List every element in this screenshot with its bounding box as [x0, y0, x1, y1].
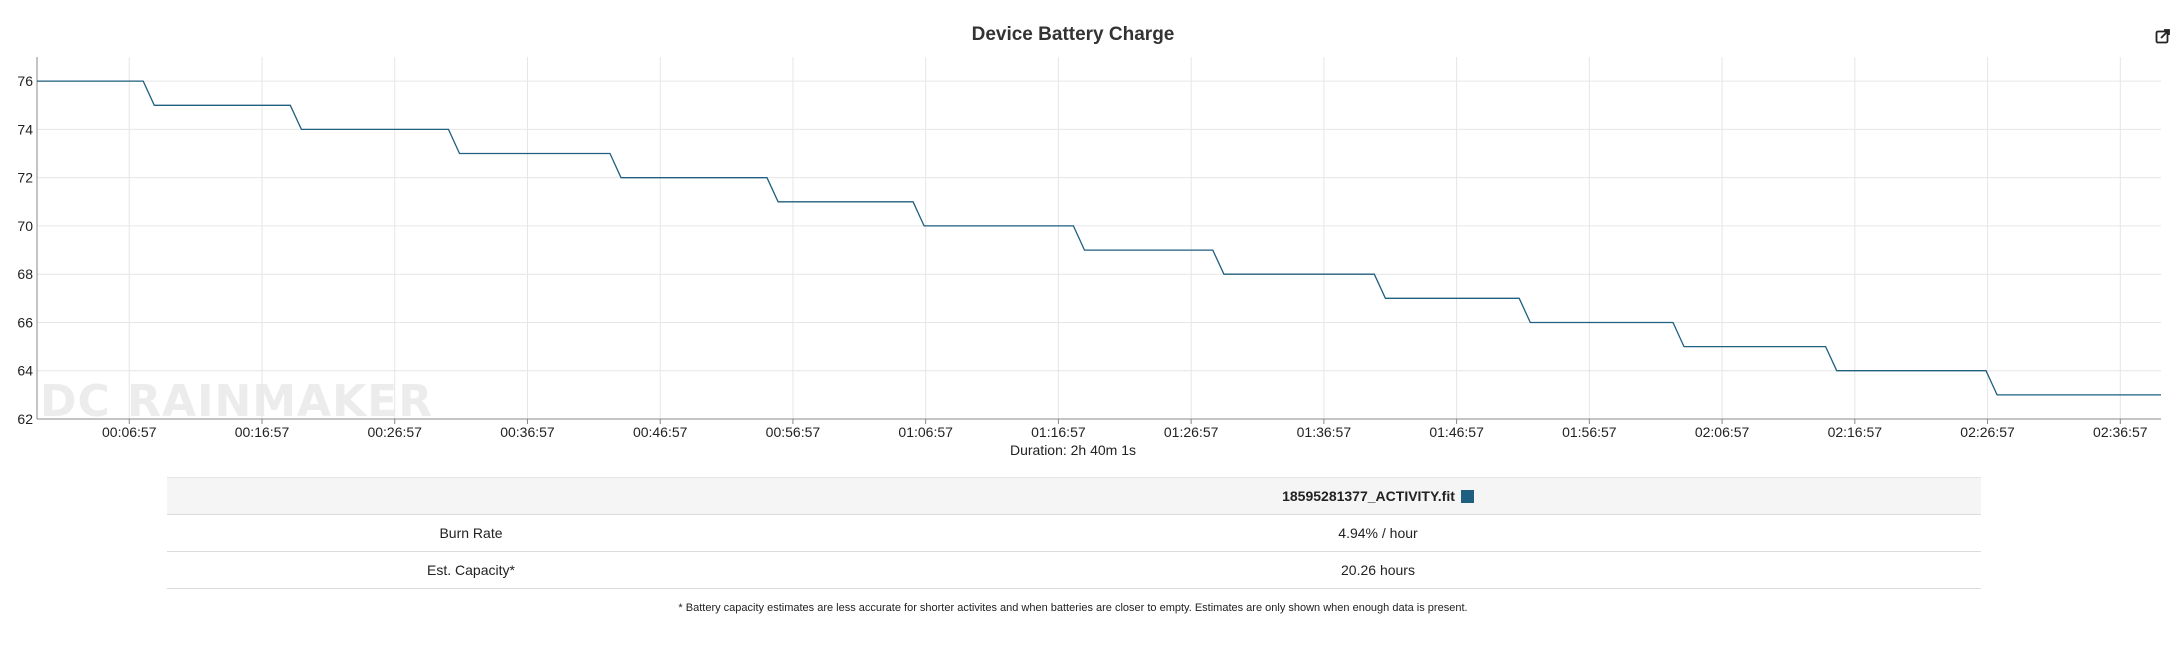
x-axis-label: Duration: 2h 40m 1s — [1009, 442, 1137, 458]
x-tick-label: 02:16:57 — [1828, 424, 1883, 440]
x-tick-label: 00:56:57 — [766, 424, 821, 440]
x-tick-label: 01:06:57 — [898, 424, 953, 440]
x-tick-label: 01:16:57 — [1031, 424, 1086, 440]
series-color-swatch — [1460, 490, 1474, 503]
y-tick-label: 70 — [17, 218, 33, 234]
x-tick-label: 01:56:57 — [1562, 424, 1617, 440]
x-tick-label: 02:36:57 — [2093, 424, 2148, 440]
stats-header-empty — [167, 477, 775, 515]
y-tick-label: 64 — [17, 363, 33, 379]
external-link-icon[interactable] — [2155, 28, 2171, 44]
stats-table: 18595281377_ACTIVITY.fit Burn Rate 4.94%… — [167, 477, 1981, 589]
x-tick-label: 00:36:57 — [500, 424, 555, 440]
x-tick-label: 02:06:57 — [1695, 424, 1750, 440]
file-name: 18595281377_ACTIVITY.fit — [1282, 488, 1455, 504]
series-line — [37, 80, 2161, 396]
chart-title: Device Battery Charge — [971, 24, 1175, 45]
y-tick-label: 68 — [17, 266, 33, 282]
y-tick-label: 76 — [17, 73, 33, 89]
x-tick-label: 01:36:57 — [1297, 424, 1352, 440]
capacity-label: Est. Capacity* — [167, 551, 775, 589]
y-tick-label: 66 — [17, 314, 33, 330]
stats-header-file: 18595281377_ACTIVITY.fit — [775, 477, 1981, 515]
x-tick-label: 00:26:57 — [367, 424, 422, 440]
capacity-value: 20.26 hours — [775, 551, 1981, 589]
x-tick-label: 01:46:57 — [1429, 424, 1484, 440]
table-row: Est. Capacity* 20.26 hours — [167, 551, 1981, 589]
footnote: * Battery capacity estimates are less ac… — [678, 602, 1468, 614]
x-tick-label: 00:46:57 — [633, 424, 688, 440]
burn-rate-value: 4.94% / hour — [775, 514, 1981, 552]
x-tick-label: 01:26:57 — [1164, 424, 1219, 440]
battery-chart: 62 64 66 68 70 72 74 76 00:06:57 00:16:57 00:26:57… — [17, 57, 2161, 440]
y-tick-label: 72 — [17, 170, 33, 186]
stats-header-row: 18595281377_ACTIVITY.fit — [167, 477, 1981, 515]
table-row: Burn Rate 4.94% / hour — [167, 514, 1981, 552]
y-tick-label: 74 — [17, 121, 33, 137]
y-tick-label: 62 — [17, 411, 33, 427]
x-tick-label: 02:26:57 — [1960, 424, 2015, 440]
x-tick-label: 00:16:57 — [235, 424, 290, 440]
burn-rate-label: Burn Rate — [167, 514, 775, 552]
x-tick-label: 00:06:57 — [102, 424, 157, 440]
